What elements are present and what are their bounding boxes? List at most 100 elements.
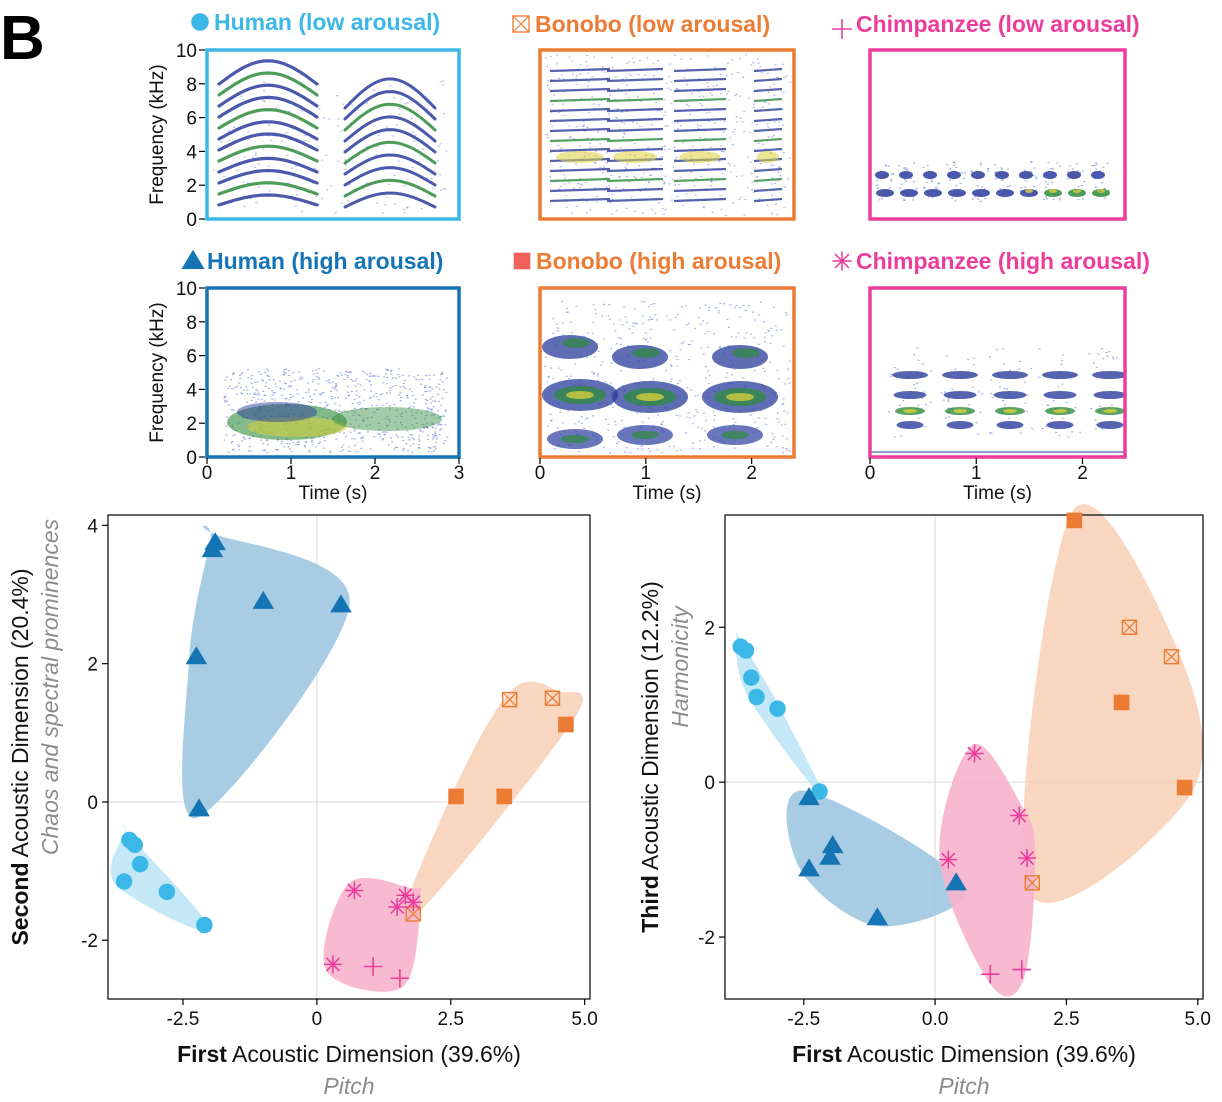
point-human-low <box>743 669 760 686</box>
x-axis-label: First Acoustic Dimension (39.6%) <box>792 1041 1136 1067</box>
y-tick-label: 8 <box>186 75 197 96</box>
x-axis-subtitle: Pitch <box>323 1073 374 1099</box>
scatter-plot-1: -2.5 0 2.5 5.0 -2 0 2 4 First Acoustic Dimension… <box>7 514 598 1099</box>
y-tick-label: 2 <box>186 176 197 197</box>
point-chimp-high <box>323 955 342 974</box>
point-bonobo-high <box>1176 779 1193 796</box>
point-bonobo-low <box>1024 875 1040 891</box>
point-human-low <box>158 883 176 901</box>
point-human-high <box>185 646 208 665</box>
y-tick-label: 2 <box>704 618 715 639</box>
point-chimp-high <box>939 850 958 869</box>
point-bonobo-high <box>1066 512 1083 529</box>
point-chimp-high <box>388 898 407 917</box>
point-bonobo-low <box>501 691 518 708</box>
point-chimp-high <box>396 886 415 905</box>
spectrogram-frame <box>538 286 796 459</box>
spectrogram-image <box>212 59 448 214</box>
x-axis-label: Time (s) <box>633 483 702 504</box>
y-tick-label: 0 <box>186 448 197 469</box>
point-bonobo-high <box>448 788 464 805</box>
y-tick-label: 0 <box>87 793 98 814</box>
point-human-high <box>798 787 820 806</box>
point-bonobo-low <box>544 690 561 706</box>
spectrogram-title: Bonobo (high arousal) <box>536 248 781 274</box>
point-bonobo-high <box>1113 694 1130 711</box>
y-axis-label: Third Acoustic Dimension (12.2%) <box>637 581 663 933</box>
plot-frame <box>724 514 1204 1000</box>
point-human-low <box>737 642 755 659</box>
spectrogram-title: Chimpanzee (high arousal) <box>856 248 1150 274</box>
legend-marker-crossed-square <box>512 15 530 33</box>
y-tick-label: 4 <box>87 516 98 537</box>
point-chimp-low <box>363 957 383 976</box>
hull-bonobo <box>403 681 584 924</box>
point-chimp-high <box>404 893 423 912</box>
spectrogram-image <box>544 54 792 217</box>
y-tick-label: -2 <box>698 928 715 949</box>
x-tick-label: 5.0 <box>571 1009 597 1030</box>
legend-marker-triangle <box>181 249 205 269</box>
point-human-high <box>866 907 889 926</box>
hull-human-high <box>182 525 350 819</box>
x-axis-label: First Acoustic Dimension (39.6%) <box>177 1041 521 1067</box>
point-human-low <box>131 855 149 873</box>
point-bonobo-high <box>558 716 574 733</box>
point-chimp-high <box>965 744 984 763</box>
y-tick-label: 4 <box>186 380 197 401</box>
spectrogram-human-low: Human (low arousal) 0 2 4 6 8 10 Frequency (kHz… <box>147 9 461 231</box>
point-human-low <box>115 873 133 890</box>
y-tick-label: 10 <box>176 279 197 300</box>
y-axis-subtitle: Harmonicity <box>667 605 693 728</box>
legend-marker-asterisk <box>832 251 852 271</box>
point-human-low <box>126 836 144 854</box>
spectrogram-chimp-low: Chimpanzee (low arousal) <box>832 11 1140 221</box>
x-tick-label: 3 <box>454 463 465 484</box>
point-chimp-high <box>1010 806 1029 825</box>
point-chimp-low <box>390 968 410 988</box>
y-axis-subtitle: Chaos and spectral prominences <box>37 518 63 855</box>
x-tick-label: 2.5 <box>1053 1009 1079 1030</box>
spectrogram-frame <box>538 48 796 221</box>
spectrogram-image <box>870 347 1125 453</box>
point-chimp-high <box>1018 849 1037 868</box>
point-bonobo-high <box>496 788 513 805</box>
x-tick-label: 2 <box>746 463 757 484</box>
y-tick-label: 4 <box>186 142 197 163</box>
spectrogram-bonobo-high: Bonobo (high arousal) 0 1 2 Time (s) <box>513 248 796 504</box>
point-bonobo-low <box>1163 649 1180 665</box>
spectrogram-image <box>223 368 449 454</box>
x-tick-label: 1 <box>286 463 297 484</box>
x-tick-label: -2.5 <box>787 1009 820 1030</box>
spectrogram-title: Chimpanzee (low arousal) <box>856 11 1140 37</box>
point-human-low <box>811 783 828 800</box>
spectrogram-frame <box>868 48 1127 221</box>
plot-frame <box>107 514 591 1000</box>
legend-marker-circle <box>191 13 209 31</box>
x-tick-label: 2 <box>370 463 381 484</box>
spectrogram-frame <box>868 286 1127 459</box>
point-chimp-high <box>345 881 364 900</box>
point-human-high <box>188 798 210 817</box>
spectrogram-frame <box>205 48 461 221</box>
point-human-high <box>798 858 820 877</box>
y-tick-label: 6 <box>186 109 197 130</box>
spectrogram-chimp-high: Chimpanzee (high arousal) 0 1 2 Time (s) <box>832 248 1150 504</box>
x-tick-label: 2 <box>1077 463 1088 484</box>
spectrogram-frame <box>205 286 461 459</box>
y-axis-label: Frequency (kHz) <box>147 64 168 204</box>
x-tick-label: 2.5 <box>438 1009 464 1030</box>
legend-marker-square <box>513 252 531 270</box>
x-tick-label: 0 <box>202 463 213 484</box>
x-tick-label: 0.0 <box>922 1009 948 1030</box>
panel-letter: B <box>0 4 45 73</box>
point-human-high <box>821 835 844 854</box>
point-human-low <box>748 688 765 706</box>
point-human-low <box>769 700 786 717</box>
scatter-plot-2: -2.5 0.0 2.5 5.0 -2 0 2 First Acoustic Dimensio… <box>637 504 1211 1099</box>
x-tick-label: 1 <box>641 463 652 484</box>
x-axis-subtitle: Pitch <box>938 1073 989 1099</box>
point-human-high <box>201 539 224 558</box>
